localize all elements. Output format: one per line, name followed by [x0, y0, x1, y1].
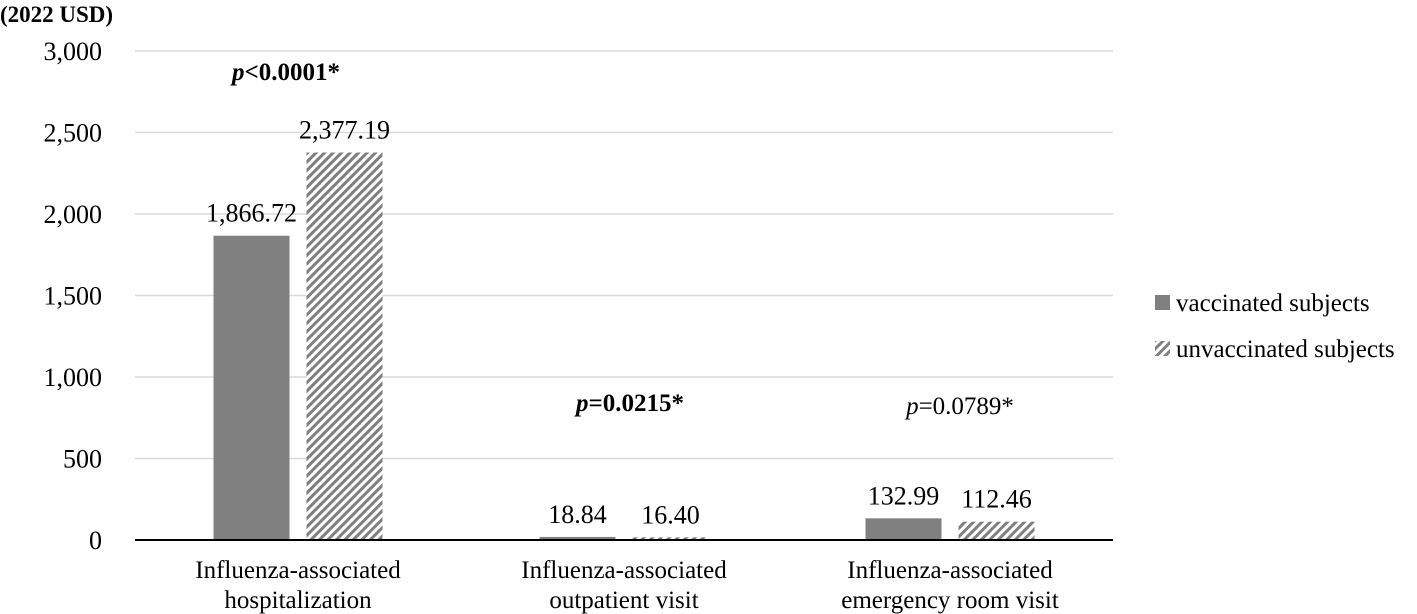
category-labels: Influenza-associated hospitalizationInflu…	[195, 557, 1059, 614]
category-label-line: Influenza-associated	[195, 557, 401, 584]
gridlines	[135, 50, 1113, 460]
p-symbol: p	[574, 390, 589, 417]
p-value-annotation: p<0.0001*	[230, 59, 340, 86]
bar-unvaccinated	[306, 152, 383, 540]
p-value-annotations: p<0.0001*p=0.0215* p=0.0789*	[230, 59, 1014, 420]
data-label: 112.46	[961, 485, 1032, 514]
legend-label: unvaccinated subjects	[1176, 336, 1395, 363]
category-label-line: hospitalization	[224, 587, 372, 614]
data-label: 16.40	[641, 500, 700, 529]
p-symbol: p	[904, 393, 919, 420]
data-labels: 1,866.72 2,377.19 18.84 16.40 132.99 112.46	[206, 116, 1032, 530]
category-label: Influenza-associated emergency room visit	[841, 557, 1059, 614]
data-label: 18.84	[548, 500, 607, 529]
y-axis-ticks: 0 500 1,000 1,500 2,000 2,500 3,000	[44, 37, 103, 555]
data-label: 132.99	[868, 481, 940, 510]
category-label-line: outpatient visit	[549, 587, 698, 614]
bar-vaccinated	[865, 518, 942, 540]
data-label: 2,377.19	[299, 116, 390, 145]
p-symbol: p	[230, 59, 245, 86]
p-value-annotation: p=0.0215*	[574, 390, 684, 417]
category-label-line: Influenza-associated	[521, 557, 727, 584]
y-tick-label: 2,000	[44, 200, 103, 229]
legend-label: vaccinated subjects	[1176, 290, 1370, 317]
category-label: Influenza-associated outpatient visit	[521, 557, 727, 614]
y-tick-label: 1,000	[44, 363, 103, 392]
category-label-line: Influenza-associated	[847, 557, 1053, 584]
bars	[213, 152, 1035, 540]
y-tick-label: 500	[63, 445, 102, 474]
legend: vaccinated subjects unvaccinated subjects	[1155, 290, 1395, 363]
y-tick-label: 3,000	[44, 37, 103, 66]
data-label: 1,866.72	[206, 199, 297, 228]
legend-swatch	[1155, 295, 1170, 310]
legend-swatch	[1155, 341, 1170, 356]
bar-unvaccinated	[632, 537, 709, 540]
y-tick-label: 2,500	[44, 119, 103, 148]
p-value: <0.0001*	[245, 59, 341, 86]
y-unit-label: (2022 USD)	[0, 2, 113, 27]
bar-vaccinated	[539, 536, 616, 540]
p-value: =0.0215*	[589, 390, 685, 417]
category-label-line: emergency room visit	[841, 587, 1059, 614]
p-value: =0.0789*	[919, 393, 1014, 420]
bar-vaccinated	[213, 235, 290, 540]
y-tick-label: 1,500	[44, 282, 103, 311]
bar-unvaccinated	[958, 521, 1035, 540]
category-label: Influenza-associated hospitalization	[195, 557, 401, 614]
y-tick-label: 0	[89, 526, 102, 555]
p-value-annotation: p=0.0789*	[904, 393, 1014, 420]
